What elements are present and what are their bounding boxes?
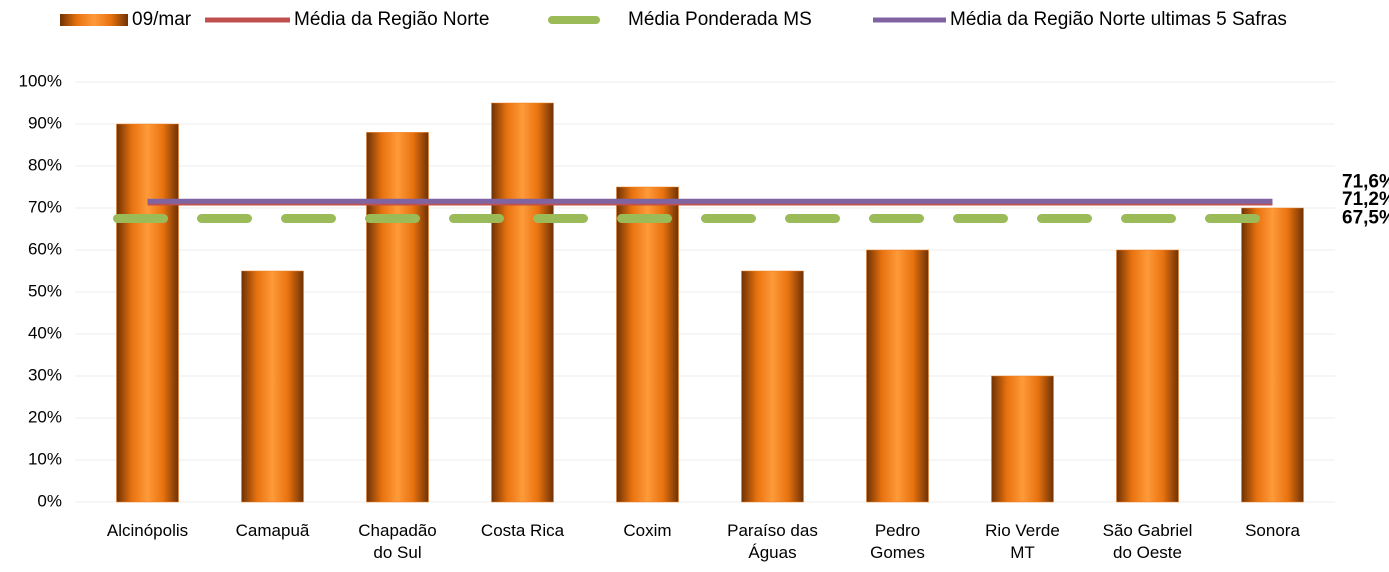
x-tick-label: Paraíso das Águas — [727, 521, 818, 562]
legend-label: Média da Região Norte ultimas 5 Safras — [950, 9, 1287, 30]
bar — [1116, 249, 1179, 503]
y-tick-label: 90% — [28, 113, 62, 132]
legend-label: Média da Região Norte — [294, 9, 489, 30]
bar — [616, 186, 679, 503]
x-tick-label: Sonora — [1245, 521, 1300, 540]
x-tick-label: Coxim — [623, 521, 672, 540]
y-tick-label: 20% — [28, 407, 62, 426]
bar — [1241, 207, 1304, 503]
x-tick-label: Alcinópolis — [106, 521, 189, 540]
line-value-label: 67,5% — [1342, 208, 1389, 229]
x-tick-label: Chapadão do Sul — [358, 521, 437, 562]
y-tick-label: 50% — [28, 281, 62, 300]
legend-label: 09/mar — [132, 9, 192, 30]
y-tick-label: 40% — [28, 323, 62, 342]
y-tick-label: 80% — [28, 155, 62, 174]
legend-label: Média Ponderada MS — [628, 9, 812, 30]
x-tick-label: Camapuã — [235, 521, 310, 540]
y-tick-label: 30% — [28, 365, 62, 384]
bar — [491, 102, 554, 503]
x-tick-label: São Gabriel do Oeste — [1102, 521, 1193, 562]
bar — [741, 270, 804, 503]
y-tick-label: 70% — [28, 197, 62, 216]
bar — [241, 270, 304, 503]
x-tick-label: Costa Rica — [480, 521, 565, 540]
x-tick-label: Rio Verde MT — [985, 521, 1060, 562]
bar — [366, 132, 429, 503]
bar — [991, 375, 1054, 503]
x-tick-label: Pedro Gomes — [870, 521, 925, 562]
bar — [116, 123, 179, 503]
y-tick-label: 10% — [28, 449, 62, 468]
y-tick-label: 0% — [37, 491, 62, 510]
bar — [866, 249, 929, 503]
y-tick-label: 100% — [19, 71, 62, 90]
line-value-label: 71,2% — [1342, 189, 1389, 210]
legend-swatch — [60, 14, 128, 26]
line-value-label: 71,6% — [1342, 171, 1389, 192]
y-tick-label: 60% — [28, 239, 62, 258]
